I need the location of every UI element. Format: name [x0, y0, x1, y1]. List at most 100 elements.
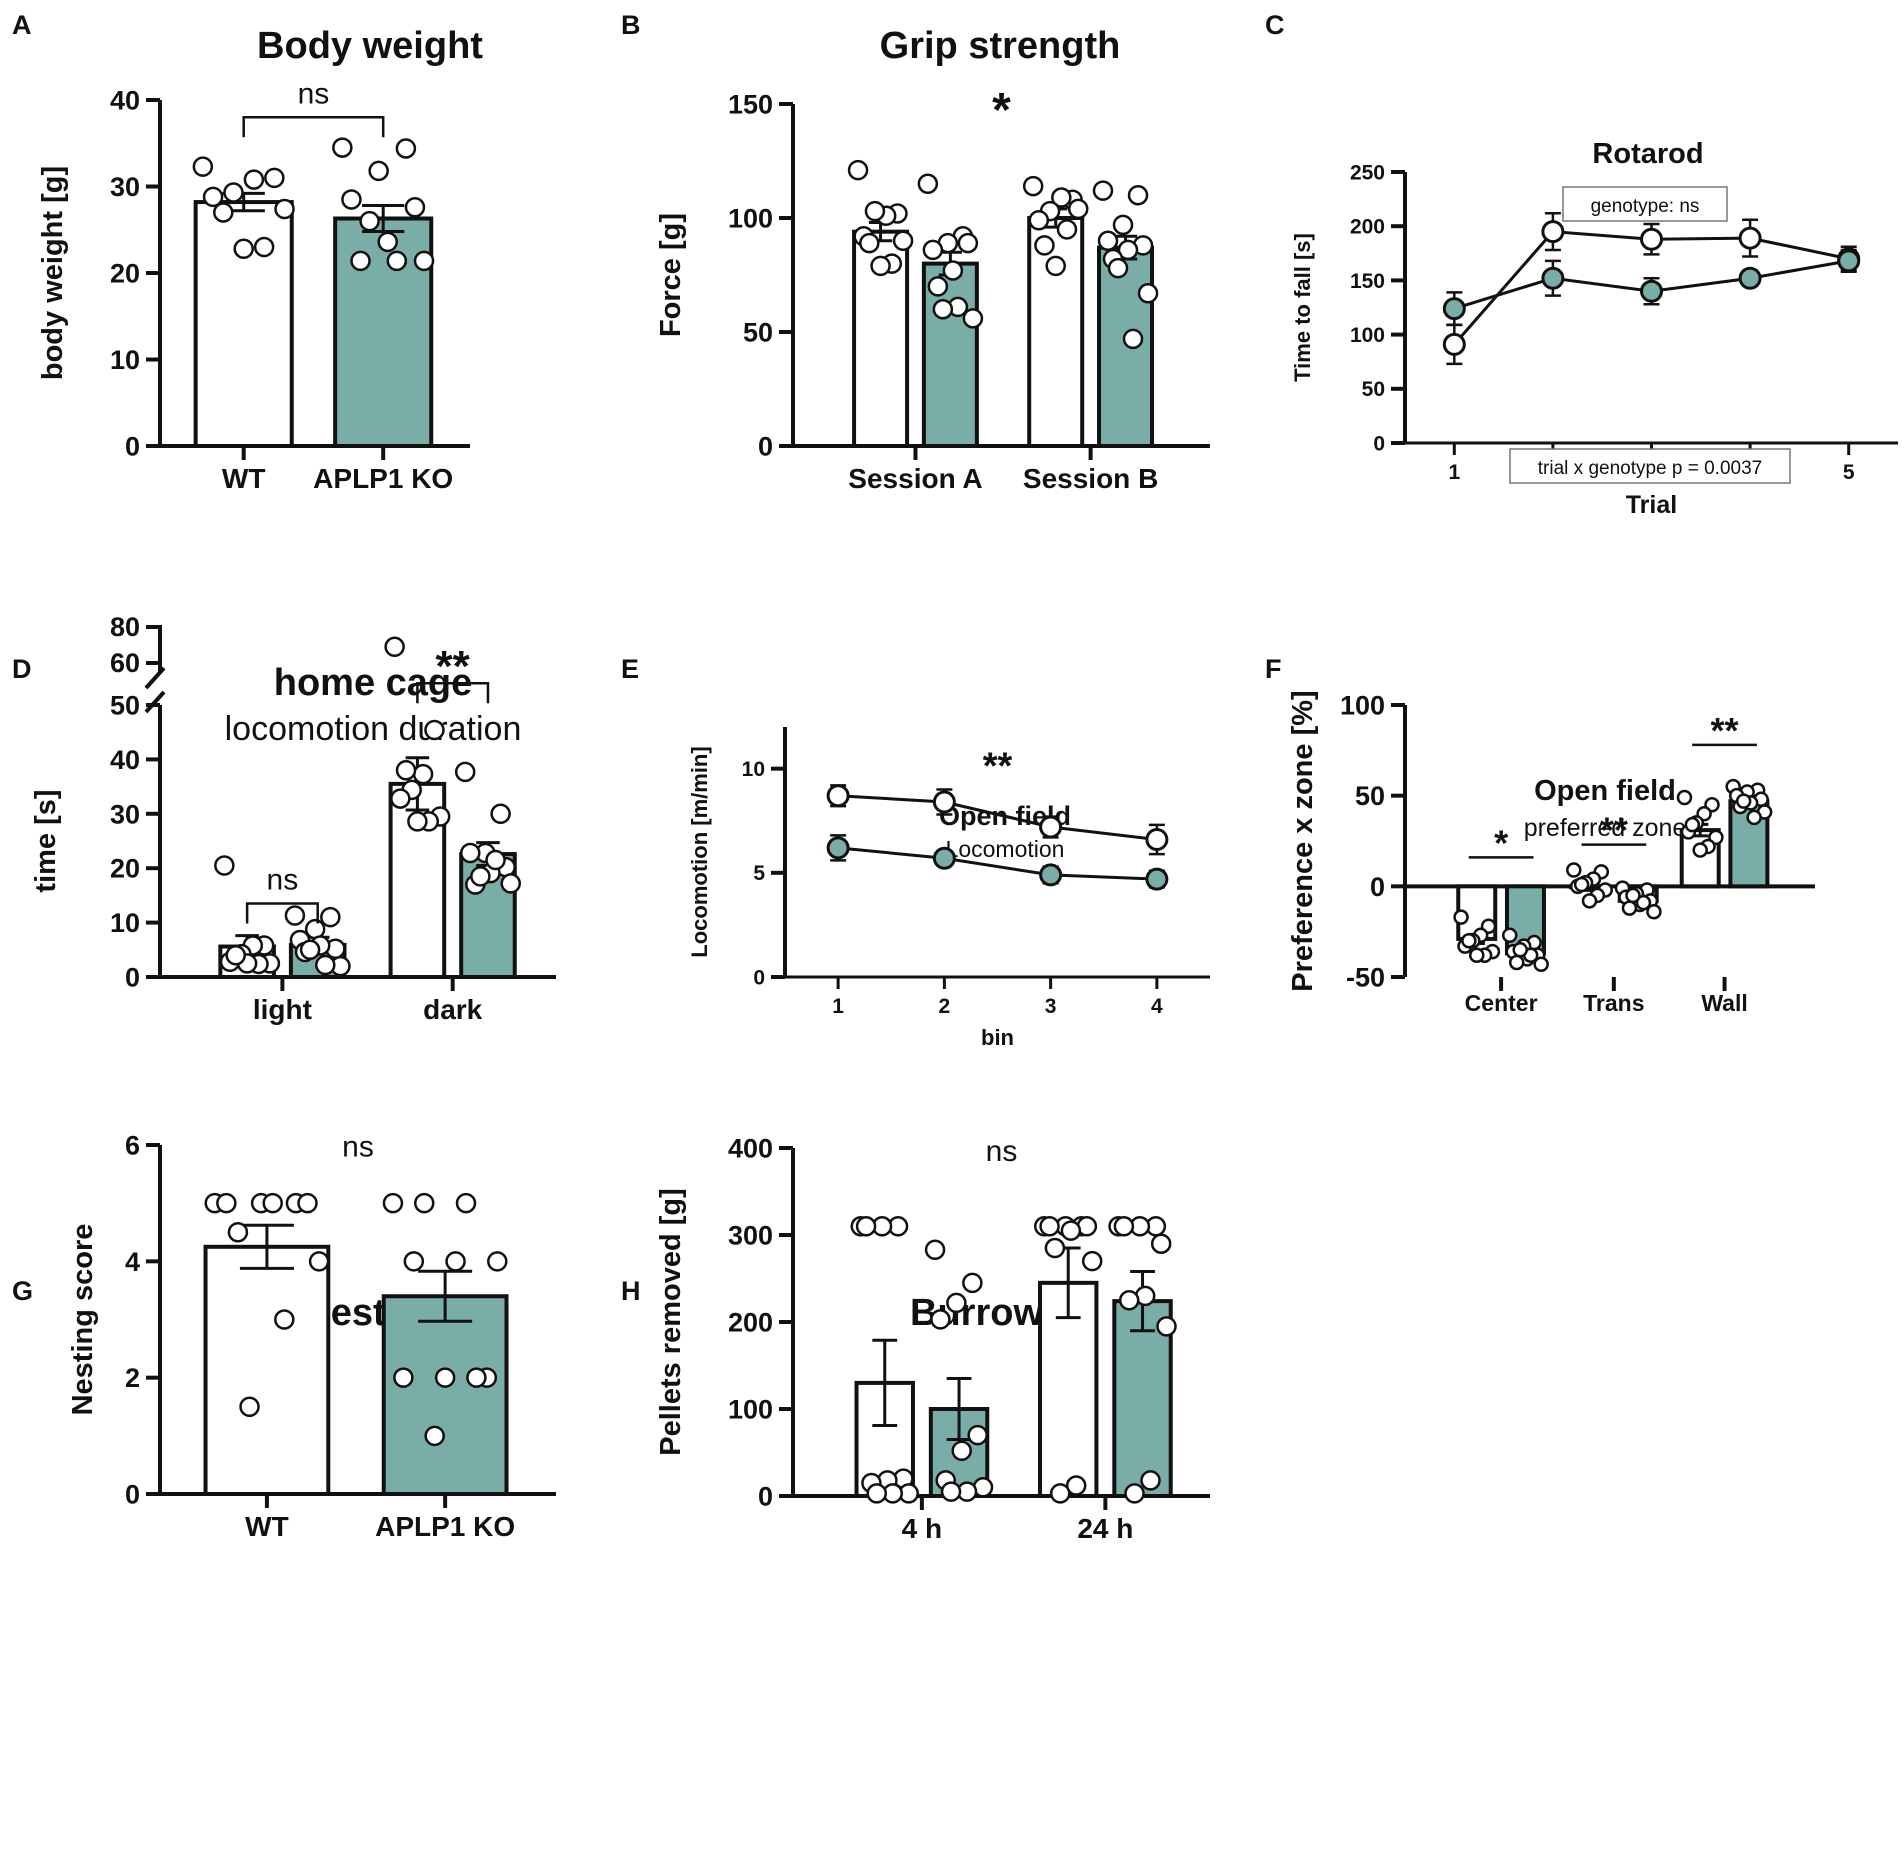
significance-bracket	[245, 902, 319, 924]
data-point	[1097, 230, 1119, 252]
significance-label: *	[1494, 822, 1508, 863]
data-point	[320, 906, 341, 928]
data-point	[946, 1292, 967, 1314]
data-point	[870, 255, 891, 277]
data-point	[487, 1251, 508, 1272]
data-point	[1124, 1483, 1145, 1504]
data-point	[393, 1367, 414, 1388]
y-tick-label: 300	[728, 1220, 773, 1250]
data-point	[1140, 1470, 1161, 1491]
x-tick-label: light	[253, 994, 312, 1025]
x-tick-label: 2	[939, 995, 951, 1018]
data-point	[957, 232, 979, 254]
data-point	[1137, 282, 1159, 304]
data-point	[1692, 842, 1708, 858]
series-line-ko	[837, 846, 1157, 881]
data-point	[1461, 932, 1477, 949]
data-point	[262, 1192, 283, 1214]
data-point	[962, 1272, 983, 1294]
data-point	[395, 138, 417, 159]
x-tick-label: WT	[245, 1511, 289, 1542]
y-tick-label: 400	[728, 1133, 773, 1163]
data-point	[192, 156, 214, 177]
data-point	[500, 873, 521, 894]
data-point	[243, 169, 265, 190]
data-point	[382, 1192, 404, 1214]
data-point	[1150, 1233, 1172, 1254]
panel-label: A	[12, 10, 32, 40]
data-point	[225, 944, 246, 966]
x-tick-label: 24 h	[1077, 1513, 1133, 1544]
y-tick-label: -50	[1346, 962, 1385, 992]
chart-title: Grip strength	[880, 25, 1121, 67]
y-tick-label: 10	[110, 908, 140, 938]
data-point	[1625, 887, 1641, 904]
panel-label: B	[621, 10, 641, 40]
data-point	[377, 231, 398, 253]
y-tick-label: 100	[728, 203, 773, 233]
data-point	[386, 250, 408, 272]
y-tick-label: 10	[742, 758, 765, 781]
significance-bracket	[242, 116, 385, 138]
significance-label: ns	[342, 1131, 374, 1164]
y-tick-label: 200	[1350, 216, 1385, 239]
significance-label: **	[1711, 710, 1739, 751]
y-tick-label: 5	[753, 862, 765, 885]
data-point	[864, 200, 886, 222]
y-tick-label: 50	[1355, 781, 1385, 811]
data-point	[917, 173, 939, 195]
data-point	[930, 1309, 951, 1330]
data-point	[1646, 903, 1662, 920]
data-point	[1156, 1316, 1177, 1337]
data-point	[1501, 927, 1518, 944]
data-point	[1735, 793, 1752, 809]
y-tick-label: 0	[125, 431, 140, 461]
panel-label: F	[1265, 654, 1282, 684]
data-point	[404, 197, 426, 218]
x-tick-label: 1	[1448, 461, 1460, 484]
data-point	[390, 788, 411, 809]
data-point	[922, 239, 944, 261]
y-tick-label: 60	[110, 648, 140, 678]
data-point	[940, 1481, 962, 1502]
y-axis-label: Nesting score	[67, 1224, 99, 1416]
x-tick-label: APLP1 KO	[375, 1511, 515, 1542]
y-tick-label: 4	[125, 1247, 140, 1277]
y-tick-label: 200	[728, 1307, 773, 1337]
panel-b: B Grip strength 0 50 100 150 Force [g] Session …	[621, 10, 1210, 494]
data-point	[1684, 816, 1701, 833]
data-point	[1060, 1220, 1082, 1241]
data-point	[1067, 198, 1089, 220]
data-point	[414, 1192, 435, 1214]
data-point	[1092, 180, 1114, 201]
data-point	[239, 1396, 260, 1417]
x-axis-label: Trial	[1626, 491, 1677, 519]
data-point	[284, 905, 306, 926]
y-tick-label: 0	[1373, 432, 1385, 455]
x-tick-label: Center	[1465, 990, 1538, 1016]
data-point	[424, 719, 445, 741]
data-point	[1127, 184, 1149, 206]
x-tick-label: Trans	[1583, 990, 1644, 1016]
data-point	[1453, 909, 1469, 925]
bar-wt-wt	[203, 1244, 331, 1496]
significance-label: ns	[267, 864, 299, 897]
stats-box-label: trial x genotype p = 0.0037	[1538, 458, 1762, 479]
data-point	[359, 210, 380, 232]
data-point	[1533, 956, 1549, 973]
significance-label: **	[436, 642, 471, 691]
data-point-ko	[932, 846, 956, 870]
data-point	[455, 1192, 477, 1214]
data-point	[308, 1251, 330, 1272]
data-point	[932, 298, 954, 320]
y-tick-label: 40	[110, 745, 140, 775]
y-axis-label: time [s]	[30, 789, 62, 892]
data-point	[1566, 862, 1582, 878]
significance-label: ns	[298, 77, 330, 110]
data-point	[1107, 257, 1129, 279]
data-point	[213, 202, 234, 223]
data-point	[403, 1251, 425, 1272]
data-point	[424, 1425, 445, 1447]
